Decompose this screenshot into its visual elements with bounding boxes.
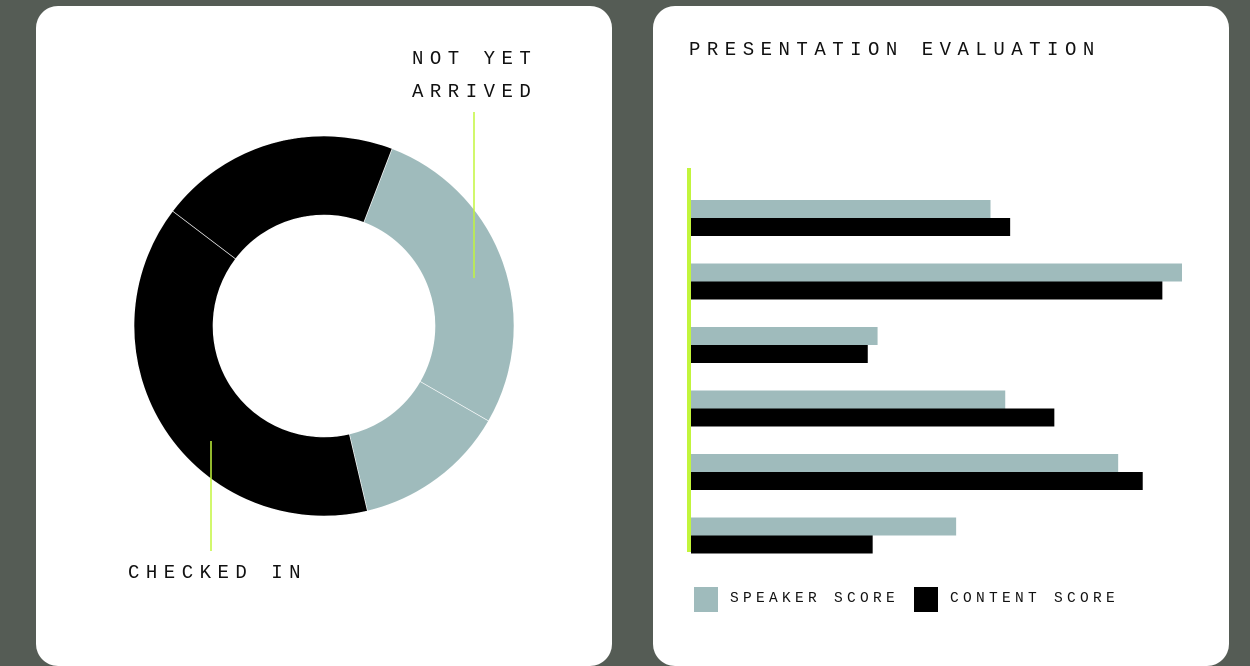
content-legend-label: CONTENT SCORE xyxy=(950,591,1120,607)
presentation-evaluation-card: PRESENTATION EVALUATION SPEAKER SCORE CO… xyxy=(653,6,1229,666)
content-bar-5 xyxy=(691,472,1143,490)
speaker-bar-1 xyxy=(691,200,991,218)
speaker-bar-6 xyxy=(691,517,957,536)
content-bar-4 xyxy=(691,408,1055,427)
not-yet-arrived-label: NOT YET ARRIVED xyxy=(412,48,538,103)
check-in-card: NOT YET ARRIVED CHECKED IN xyxy=(36,6,612,666)
speaker-bar-2 xyxy=(691,263,1182,282)
checked-in-label: CHECKED IN xyxy=(128,562,308,584)
y-axis-line xyxy=(687,168,691,552)
donut-slice-0 xyxy=(363,148,515,422)
speaker-bar-4 xyxy=(691,390,1006,409)
content-bar-6 xyxy=(691,535,873,554)
content-bar-2 xyxy=(691,281,1163,300)
donut-slice-2 xyxy=(133,210,368,517)
speaker-bar-5 xyxy=(691,454,1119,472)
donut-chart xyxy=(133,112,515,551)
speaker-legend-label: SPEAKER SCORE xyxy=(730,591,900,607)
chart-title: PRESENTATION EVALUATION xyxy=(689,39,1101,61)
speaker-swatch xyxy=(694,587,718,612)
donut-slice-3 xyxy=(172,135,393,260)
content-swatch xyxy=(914,587,938,612)
content-bar-1 xyxy=(691,218,1011,236)
bar-chart xyxy=(687,168,1182,554)
content-bar-3 xyxy=(691,345,868,363)
speaker-bar-3 xyxy=(691,327,878,345)
